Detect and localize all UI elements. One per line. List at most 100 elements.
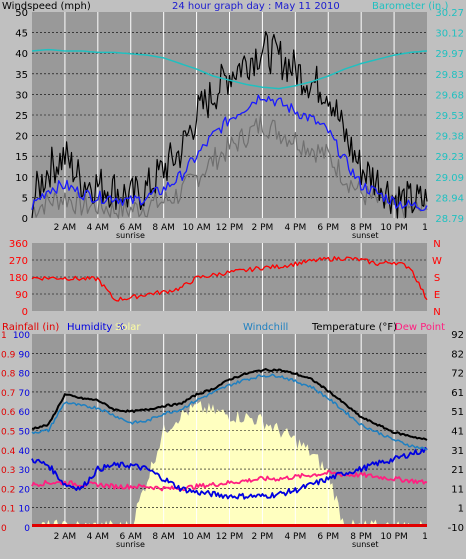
sunrise-label-bottom: sunrise (116, 540, 145, 549)
wind-plot-grid (32, 12, 427, 218)
windspeed-tick-label: 0 (22, 214, 28, 225)
rain-tick-label: 1 (1, 331, 7, 341)
sunset-label-bottom: sunset (352, 540, 379, 549)
temperature-tick-label: 72 (451, 369, 464, 380)
time-tick-label: 12 PM (216, 532, 244, 542)
bottom-time-axis: 2 AM 4 AM 6 AM 8 AM 10 AM 12 PM 2 PM 4 PM 6 PM 8 … (54, 532, 428, 542)
wind-series (31, 31, 428, 219)
humidity-tick-label: 30 (19, 466, 31, 476)
time-tick-label: 1 (422, 223, 428, 233)
humidity-tick-label: 40 (19, 447, 31, 457)
windspeed-tick-label: 35 (15, 70, 28, 81)
windspeed-tick-label: 5 (22, 193, 28, 204)
barometer-tick-label: 29.53 (435, 111, 464, 122)
sunrise-label-top: sunrise (116, 231, 145, 240)
direction-axis-labels: 0 90 180 270 360 (9, 239, 28, 318)
windspeed-tick-label: 40 (15, 49, 28, 60)
barometer-line (31, 48, 428, 90)
direction-tick-label: 360 (9, 239, 28, 250)
humidity-tick-label: 80 (19, 370, 31, 380)
time-tick-label: 4 PM (284, 532, 306, 542)
rain-tick-label: 0.4 (1, 447, 16, 457)
barometer-tick-label: 29.09 (435, 173, 464, 184)
compass-label: W (432, 256, 442, 267)
time-tick-label: 8 AM (152, 223, 175, 233)
rain-tick-label: 0.1 (1, 505, 15, 515)
direction-series (31, 256, 428, 302)
rain-tick-label: 0.5 (1, 428, 15, 438)
windspeed-tick-label: 10 (15, 173, 28, 184)
humidity-tick-label: 0 (24, 524, 30, 534)
rain-tick-label: 0.8 (1, 370, 16, 380)
rain-tick-label: 0.9 (1, 350, 16, 360)
time-tick-label: 2 AM (54, 223, 77, 233)
barometer-tick-label: 30.27 (435, 8, 464, 19)
time-tick-label: 6 AM (119, 532, 142, 542)
humidity-tick-label: 90 (19, 350, 31, 360)
windspeed-tick-label: 25 (15, 111, 28, 122)
solar-axis-title: Solar (115, 322, 141, 333)
barometer-tick-label: 29.23 (435, 152, 464, 163)
temperature-tick-label: 51 (451, 407, 464, 418)
temperature-series (31, 368, 428, 527)
windspeed-axis-labels: 0 5 10 15 20 25 30 35 40 45 50 (15, 8, 28, 225)
windspeed-tick-label: 20 (15, 132, 28, 143)
time-tick-label: 4 AM (87, 223, 110, 233)
humidity-axis-title: Humidity % (67, 322, 125, 333)
barometer-axis-labels: 28.79 28.94 29.09 29.23 29.38 29.53 29.68 29.83… (435, 8, 464, 225)
wind-speed-line (31, 94, 428, 212)
windspeed-tick-label: 15 (15, 152, 28, 163)
time-tick-label: 12 PM (216, 223, 244, 233)
humidity-tick-label: 50 (19, 428, 31, 438)
compass-label: S (434, 273, 440, 284)
time-tick-label: 10 AM (182, 532, 210, 542)
time-tick-label: 2 AM (54, 532, 77, 542)
time-tick-label: 6 PM (317, 223, 339, 233)
time-tick-label: 2 PM (252, 532, 274, 542)
chart-title: 24 hour graph day : May 11 2010 (172, 1, 340, 12)
rain-tick-label: 0.6 (1, 408, 16, 418)
rainfall-axis-title: Rainfall (in) (2, 322, 59, 333)
time-tick-label: 8 PM (350, 532, 372, 542)
barometer-tick-label: 28.94 (435, 193, 464, 204)
rain-tick-label: 0.3 (1, 466, 15, 476)
temperature-tick-label: 82 (451, 349, 464, 360)
barometer-tick-label: 29.83 (435, 70, 464, 81)
barometer-tick-label: 30.12 (435, 29, 464, 40)
time-tick-label: 10 AM (182, 223, 210, 233)
humidity-tick-label: 10 (19, 505, 31, 515)
time-tick-label: 8 AM (152, 532, 175, 542)
temperature-tick-label: 11 (451, 484, 464, 495)
windspeed-tick-label: 45 (15, 29, 28, 40)
temperature-tick-label: 41 (451, 427, 464, 438)
windspeed-tick-label: 50 (15, 8, 28, 19)
windspeed-tick-label: 30 (15, 90, 28, 101)
barometer-axis-title: Barometer (in.) (372, 1, 448, 12)
direction-tick-label: 0 (22, 307, 28, 318)
barometer-tick-label: 29.68 (435, 90, 464, 101)
windchill-axis-title: Windchill (243, 322, 288, 333)
humidity-tick-label: 100 (13, 331, 30, 341)
temperature-plot-grid (32, 334, 427, 527)
time-tick-label: 6 AM (119, 223, 142, 233)
time-tick-label: 4 PM (284, 223, 306, 233)
barometer-tick-label: 29.38 (435, 132, 464, 143)
direction-tick-label: 270 (9, 256, 28, 267)
rain-tick-label: 0.7 (1, 389, 15, 399)
compass-label: N (433, 239, 440, 250)
temperature-tick-label: 31 (451, 446, 464, 457)
time-tick-label: 8 PM (350, 223, 372, 233)
dewpoint-axis-title: Dew Point (395, 322, 445, 333)
windchill-line (31, 373, 428, 451)
rain-tick-label: 0.2 (1, 485, 15, 495)
humidity-tick-label: 70 (19, 389, 31, 399)
barometer-tick-label: 28.79 (435, 214, 464, 225)
humidity-line (31, 446, 428, 500)
humidity-tick-label: 60 (19, 408, 31, 418)
temperature-tick-label: 92 (451, 330, 464, 341)
sunset-label-top: sunset (352, 231, 379, 240)
dewpoint-line (31, 469, 428, 492)
time-tick-label: 4 AM (87, 532, 110, 542)
time-tick-label: 2 PM (252, 223, 274, 233)
